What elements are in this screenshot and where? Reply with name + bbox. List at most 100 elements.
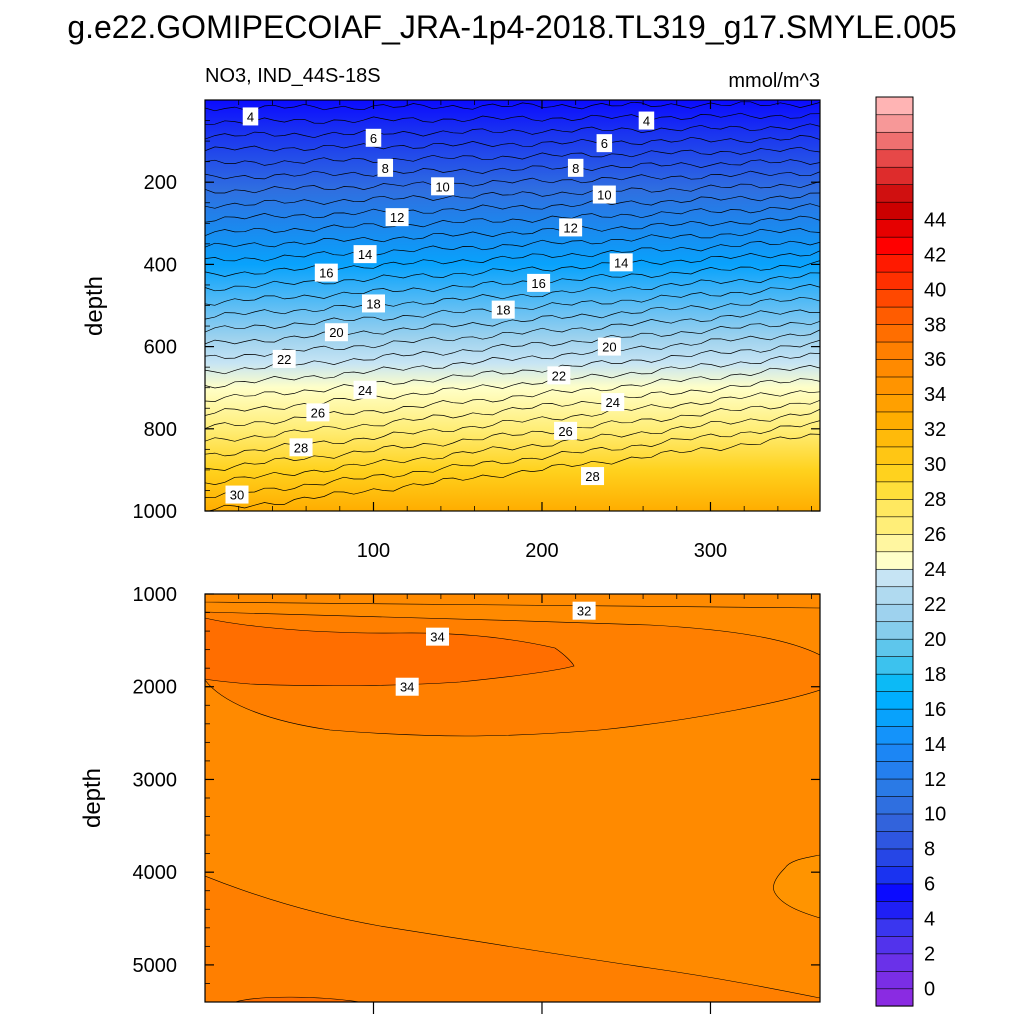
colorbar-swatch: [875, 865, 914, 885]
colorbar-swatch: [875, 463, 914, 483]
colorbar-label: 6: [924, 874, 935, 896]
colorbar-swatch: [875, 848, 914, 867]
lower-region-east: [773, 854, 820, 919]
colorbar-swatch: [875, 795, 914, 815]
upper-contour-label: 8: [572, 161, 579, 176]
colorbar-label: 26: [924, 524, 946, 546]
lower-contour-label-box: [426, 627, 450, 646]
upper-contour-label: 26: [311, 405, 325, 420]
colorbar-label: 14: [924, 734, 946, 756]
upper-contour-label: 6: [370, 131, 377, 146]
colorbar-swatch: [875, 760, 914, 780]
colorbar-swatch: [875, 691, 914, 710]
upper-title-right: mmol/m^3: [728, 70, 820, 92]
upper-contour-line: [205, 170, 820, 194]
colorbar-label: 34: [924, 384, 946, 406]
upper-contour-label: 12: [563, 220, 577, 235]
colorbar-label: 16: [924, 699, 946, 721]
colorbar-swatch: [875, 673, 914, 692]
colorbar-swatch: [875, 149, 914, 168]
upper-contour-label-box: [491, 300, 515, 319]
upper-contour-label: 6: [601, 136, 608, 151]
upper-contour-label-box: [638, 111, 655, 130]
upper-title-left: NO3, IND_44S-18S: [205, 65, 381, 87]
colorbar-label: 0: [924, 979, 935, 1001]
upper-xtick-label: 300: [694, 540, 727, 562]
upper-contour-label: 14: [614, 255, 628, 270]
colorbar-swatch: [875, 271, 914, 290]
upper-contour-label-box: [353, 245, 377, 264]
upper-contour-label: 18: [496, 303, 510, 318]
colorbar-label: 2: [924, 944, 935, 966]
upper-contour-label: 18: [366, 296, 380, 311]
upper-ytick-label: 800: [144, 419, 177, 441]
colorbar-swatch: [875, 708, 914, 727]
lower-region-33-top: [205, 594, 820, 609]
colorbar-label: 28: [924, 489, 946, 511]
upper-contour-label-box: [365, 128, 382, 147]
upper-contour-label-box: [559, 218, 583, 237]
upper-contour-label: 22: [277, 352, 291, 367]
upper-contour-line: [205, 378, 820, 442]
colorbar-label: 20: [924, 629, 946, 651]
lower-ytick-label: 4000: [133, 862, 178, 884]
lower-ytick-label: 1000: [133, 584, 178, 606]
lower-contour-label-box: [572, 601, 596, 620]
colorbar-swatch: [875, 184, 914, 203]
upper-contour-label: 22: [552, 368, 566, 383]
upper-contour-label-box: [242, 107, 259, 126]
upper-contour-line: [205, 296, 820, 345]
colorbar-swatch: [875, 114, 914, 133]
colorbar-swatch: [875, 341, 914, 360]
upper-contour-label-box: [353, 380, 377, 399]
upper-contour-label: 10: [597, 188, 611, 203]
upper-panel: NO3, IND_44S-18S mmol/m^3 depth 4 46 68 810…: [81, 65, 821, 562]
colorbar-swatch: [875, 603, 914, 623]
upper-contour-line: [205, 250, 820, 292]
colorbar-label: 4: [924, 909, 935, 931]
upper-contour-line: [205, 309, 820, 359]
lower-region-deep: [205, 875, 820, 1002]
colorbar-frame: [875, 96, 914, 1007]
upper-contour-label: 10: [435, 179, 449, 194]
colorbar-swatch: [875, 656, 914, 675]
colorbar-swatch: [875, 568, 914, 588]
colorbar-swatch: [875, 393, 914, 413]
upper-contour-label-box: [597, 337, 621, 356]
colorbar-swatch: [875, 883, 914, 902]
upper-contour-label: 26: [558, 424, 572, 439]
upper-contour-label-box: [377, 158, 394, 177]
upper-contour-line: [205, 420, 820, 499]
colorbar-label: 42: [924, 244, 946, 266]
upper-contour-line: [205, 146, 820, 166]
colorbar-label: 10: [924, 804, 946, 826]
upper-contour-label-box: [547, 366, 571, 385]
colorbar-label: 22: [924, 594, 946, 616]
colorbar: 0246810121416182022242628303234363840424…: [875, 96, 946, 1007]
colorbar-swatch: [875, 219, 914, 238]
upper-contour-label-box: [592, 185, 616, 204]
upper-ytick-label: 200: [144, 172, 177, 194]
colorbar-label: 18: [924, 664, 946, 686]
colorbar-swatch: [875, 533, 914, 553]
upper-contour-line: [205, 320, 820, 375]
lower-contour-label: 34: [400, 680, 414, 695]
colorbar-label: 36: [924, 349, 946, 371]
upper-contour-label: 30: [230, 488, 244, 503]
upper-ytick-label: 600: [144, 337, 177, 359]
upper-contour-label-box: [272, 349, 296, 368]
upper-contour-label: 4: [643, 114, 650, 129]
upper-contour-line: [205, 135, 820, 152]
colorbar-swatch: [875, 988, 914, 1007]
colorbar-swatch: [875, 743, 914, 762]
upper-contour-label: 14: [358, 247, 372, 262]
colorbar-label: 44: [924, 209, 946, 231]
lower-panel: depth 32 34 34 1000 2000 3000 4000 5000: [79, 584, 821, 1014]
upper-contour-label: 20: [602, 340, 616, 355]
upper-contour-line: [205, 272, 820, 320]
upper-contour-line: [205, 329, 820, 389]
colorbar-swatch: [875, 935, 914, 955]
colorbar-swatch: [875, 830, 914, 850]
upper-contour-line: [205, 228, 820, 262]
colorbar-label: 32: [924, 419, 946, 441]
